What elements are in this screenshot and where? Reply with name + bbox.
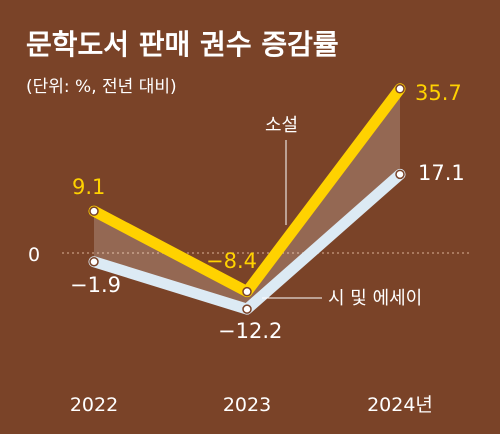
legend-poetry-essay: 시 및 에세이 (328, 288, 422, 309)
point-poetry-essay-1 (242, 304, 252, 314)
point-novel-2 (395, 84, 405, 94)
label-novel-2024: 35.7 (415, 81, 462, 105)
label-novel-2023: −8.4 (206, 249, 257, 273)
label-poetry-2024: 17.1 (418, 161, 465, 185)
point-novel-1 (242, 286, 252, 297)
x-tick-2024: 2024년 (367, 394, 433, 416)
zero-label: 0 (28, 244, 40, 266)
point-novel-0 (89, 206, 99, 216)
x-tick-2022: 2022 (70, 394, 118, 416)
legend-novel: 소설 (265, 115, 298, 136)
chart-subtitle: (단위: %, 전년 대비) (26, 77, 177, 97)
series-points (89, 84, 405, 314)
point-poetry-essay-0 (89, 256, 99, 267)
label-novel-2022: 9.1 (72, 175, 105, 199)
label-poetry-2023: −12.2 (218, 319, 282, 343)
x-tick-2023: 2023 (223, 394, 271, 416)
point-poetry-essay-2 (395, 169, 405, 180)
chart-title: 문학도서 판매 권수 증감률 (26, 28, 339, 61)
label-poetry-2022: −1.9 (70, 273, 121, 297)
